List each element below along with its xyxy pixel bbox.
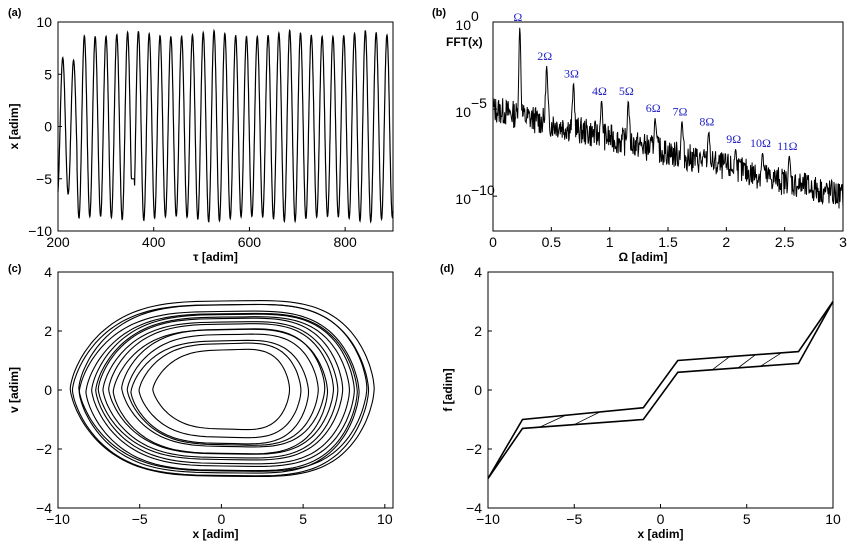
y-tick-label: −10 <box>28 223 52 239</box>
y-tick-label: 10 <box>36 14 52 30</box>
x-tick-label: 5 <box>299 511 307 527</box>
x-tick-label: 0.5 <box>542 234 562 250</box>
y-tick-label: 0 <box>474 382 482 398</box>
y-axis-label: v [adim] <box>7 367 21 413</box>
y-tick-label: −2 <box>466 441 482 457</box>
x-tick-label: 10 <box>825 511 841 527</box>
x-tick-label: 0 <box>657 511 665 527</box>
y-tick-label: 4 <box>474 264 482 280</box>
spectrum-line <box>492 27 844 209</box>
x-tick-label: 0 <box>489 234 497 250</box>
y-tick-label: −5 <box>36 171 52 187</box>
x-tick-label: −10 <box>476 511 500 527</box>
transition-line <box>539 414 566 428</box>
peak-label: 7Ω <box>673 104 688 118</box>
peak-label: 8Ω <box>699 115 714 129</box>
panel-label: (b) <box>432 7 446 19</box>
peak-label: 9Ω <box>726 132 741 146</box>
orbit-line <box>71 303 370 477</box>
peak-label: 2Ω <box>537 49 552 63</box>
x-tick-label: 1 <box>606 234 614 250</box>
x-tick-label: −5 <box>132 511 148 527</box>
orbit-line <box>130 339 310 445</box>
orbit-line <box>97 317 344 461</box>
x-tick-label: 10 <box>377 511 393 527</box>
y-tick-label-exponent: −10 <box>471 182 495 198</box>
transition-line <box>737 354 756 369</box>
panel-label: (c) <box>8 263 22 275</box>
x-tick-label: −10 <box>46 511 70 527</box>
x-axis-label: τ [adim] <box>193 250 238 264</box>
x-axis-label: x [adim] <box>192 527 238 541</box>
hysteresis-lower-branch <box>487 301 834 479</box>
orbit-line <box>85 312 358 472</box>
peak-label: Ω <box>513 10 522 24</box>
x-tick-label: 2.5 <box>775 234 795 250</box>
y-tick-label-exponent: 0 <box>471 8 479 24</box>
x-axis-label: x [adim] <box>637 527 683 541</box>
peak-label: 5Ω <box>619 84 634 98</box>
peak-label: 11Ω <box>777 139 798 153</box>
y-tick-label: 2 <box>474 323 482 339</box>
orbit-line <box>152 348 291 431</box>
y-tick-label: 0 <box>44 119 52 135</box>
series-line-a <box>57 28 394 224</box>
transition-line <box>574 411 601 425</box>
orbit-line <box>108 323 335 455</box>
y-tick-label-exponent: −5 <box>471 95 487 111</box>
hysteresis-upper-branch <box>487 301 834 479</box>
orbit-line <box>91 313 355 467</box>
peak-label: 4Ω <box>592 84 607 98</box>
x-tick-label: 0 <box>218 511 226 527</box>
x-tick-label: 2 <box>722 234 730 250</box>
peak-label: 10Ω <box>750 136 771 150</box>
y-tick-label: 4 <box>44 264 52 280</box>
peak-label: 3Ω <box>564 66 579 80</box>
orbit-line <box>112 328 329 455</box>
y-tick-label-base: 10 <box>455 191 471 207</box>
y-tick-label-base: 10 <box>455 17 471 33</box>
orbit-line <box>95 316 350 465</box>
peak-label: 6Ω <box>646 101 661 115</box>
panel-label: (d) <box>440 263 454 275</box>
y-axis-label: f [adim] <box>441 368 455 411</box>
x-tick-label: 3 <box>839 234 847 250</box>
x-tick-label: 5 <box>743 511 751 527</box>
y-tick-label: −2 <box>36 441 52 457</box>
x-tick-label: −5 <box>566 511 582 527</box>
x-tick-label: 400 <box>142 234 166 250</box>
orbit-line <box>69 300 375 478</box>
y-tick-label: 5 <box>44 66 52 82</box>
y-tick-label: −4 <box>36 500 52 516</box>
orbit-line <box>126 333 319 446</box>
x-axis-label: Ω [adim] <box>619 250 668 264</box>
y-tick-label: 2 <box>44 323 52 339</box>
x-tick-label: 800 <box>333 234 357 250</box>
x-tick-label: 200 <box>46 234 70 250</box>
y-tick-label: −4 <box>466 500 482 516</box>
panel-label: (a) <box>8 7 22 19</box>
transition-line <box>712 356 730 371</box>
orbit-line <box>138 342 302 439</box>
transition-line <box>760 352 782 367</box>
y-tick-label-base: 10 <box>455 104 471 120</box>
plot-frame-d <box>487 271 834 509</box>
y-axis-label: x [adim] <box>7 103 21 149</box>
y-tick-label: 0 <box>44 382 52 398</box>
orbit-line <box>102 321 339 459</box>
x-tick-label: 1.5 <box>658 234 678 250</box>
y-axis-label: FFT(x) <box>446 35 483 49</box>
x-tick-label: 600 <box>238 234 262 250</box>
